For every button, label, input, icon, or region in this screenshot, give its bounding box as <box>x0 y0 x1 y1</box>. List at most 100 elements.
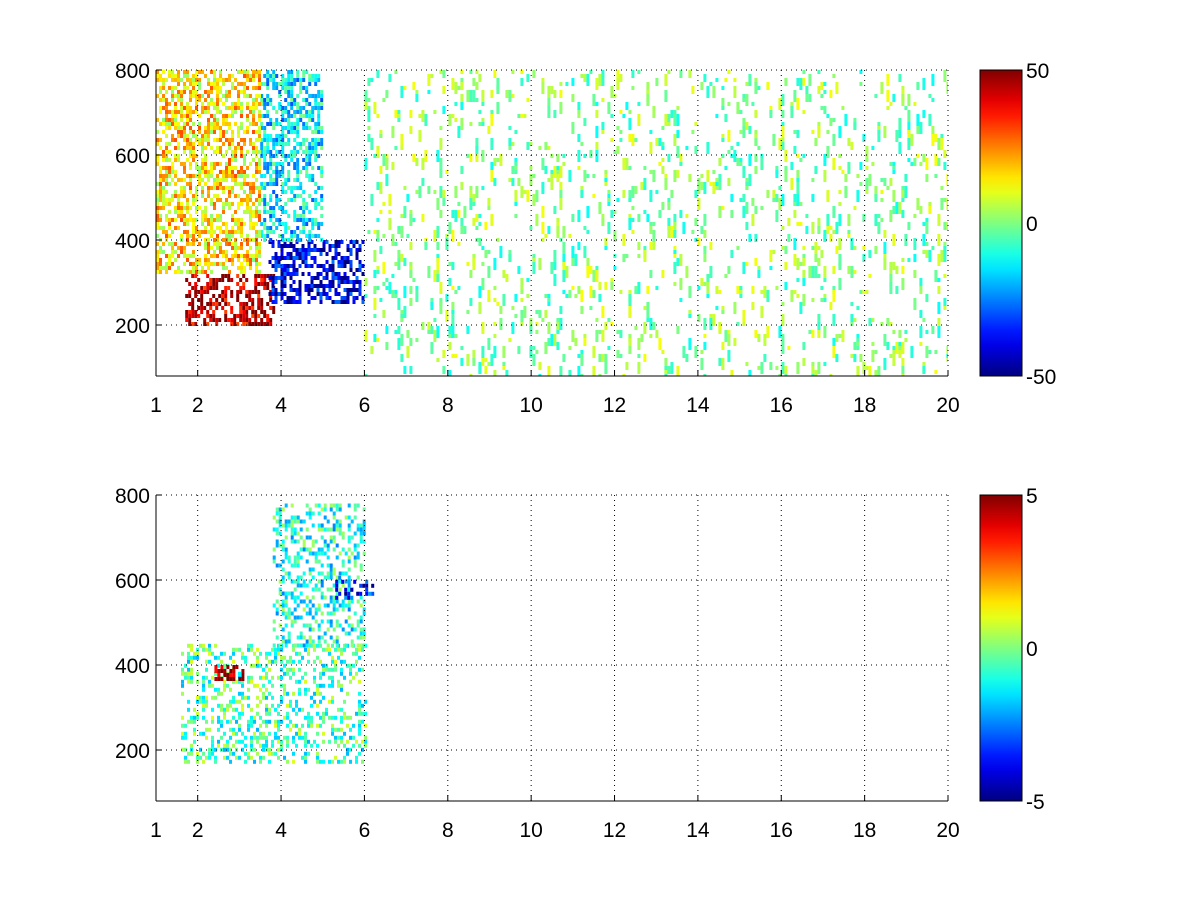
heatmap-cell <box>335 635 339 640</box>
heatmap-cell <box>168 158 171 162</box>
heatmap-cell <box>874 194 878 198</box>
heatmap-cell <box>595 110 599 118</box>
heatmap-cell <box>352 743 355 748</box>
heatmap-cell <box>292 671 295 676</box>
heatmap-cell <box>239 314 243 318</box>
heatmap-cell <box>340 659 343 664</box>
heatmap-cell <box>317 226 321 230</box>
heatmap-cell <box>283 272 287 276</box>
heatmap-cell <box>247 727 250 732</box>
heatmap-cell <box>263 314 267 318</box>
heatmap-cell <box>292 244 296 248</box>
heatmap-cell <box>562 154 566 158</box>
heatmap-cell <box>210 90 213 94</box>
heatmap-cell <box>314 222 318 226</box>
heatmap-cell <box>274 252 278 256</box>
heatmap-cell <box>232 695 235 700</box>
heatmap-cell <box>290 230 294 234</box>
heatmap-cell <box>194 294 198 298</box>
heatmap-cell <box>246 130 249 134</box>
heatmap-cell <box>631 86 635 90</box>
heatmap-cell <box>328 296 332 300</box>
heatmap-cell <box>832 134 836 146</box>
heatmap-cell <box>240 242 243 246</box>
colorbar-tick-label: 0 <box>1026 213 1038 236</box>
heatmap-cell <box>168 258 171 262</box>
heatmap-cell <box>156 210 159 214</box>
heatmap-cell <box>670 110 674 118</box>
heatmap-cell <box>211 719 214 724</box>
heatmap-cell <box>180 270 183 274</box>
heatmap-cell <box>235 647 238 652</box>
heatmap-cell <box>931 74 935 86</box>
heatmap-cell <box>760 290 764 294</box>
heatmap-cell <box>268 707 271 712</box>
heatmap-cell <box>220 707 223 712</box>
heatmap-cell <box>260 322 264 326</box>
heatmap-cell <box>242 314 246 318</box>
heatmap-cell <box>287 170 291 174</box>
heatmap-cell <box>460 118 464 130</box>
heatmap-cell <box>349 268 353 272</box>
heatmap-cell <box>391 234 395 246</box>
heatmap-cell <box>192 250 195 254</box>
heatmap-cell <box>162 78 165 82</box>
heatmap-cell <box>219 78 222 82</box>
heatmap-cell <box>229 673 233 677</box>
heatmap-cell <box>216 178 219 182</box>
heatmap-cell <box>278 531 282 536</box>
heatmap-cell <box>466 154 470 158</box>
heatmap-cell <box>198 78 201 82</box>
heatmap-cell <box>223 747 226 752</box>
heatmap-cell <box>943 222 947 230</box>
heatmap-cell <box>682 222 686 234</box>
heatmap-cell <box>222 178 225 182</box>
heatmap-cell <box>213 106 216 110</box>
heatmap-cell <box>219 86 222 90</box>
heatmap-cell <box>181 735 184 740</box>
heatmap-cell <box>255 234 258 238</box>
heatmap-cell <box>171 90 174 94</box>
heatmap-cell <box>814 138 818 146</box>
heatmap-cell <box>646 302 650 310</box>
heatmap-cell <box>850 354 854 358</box>
heatmap-cell <box>189 270 192 274</box>
heatmap-cell <box>347 579 351 584</box>
heatmap-cell <box>544 142 548 150</box>
heatmap-cell <box>207 118 210 122</box>
heatmap-cell <box>526 74 530 82</box>
heatmap-cell <box>177 194 180 198</box>
heatmap-cell <box>679 254 683 266</box>
heatmap-cell <box>436 274 440 282</box>
heatmap-cell <box>165 198 168 202</box>
heatmap-cell <box>209 306 213 310</box>
heatmap-cell <box>212 282 216 286</box>
heatmap-cell <box>252 146 255 150</box>
heatmap-cell <box>370 194 374 206</box>
heatmap-cell <box>335 619 339 624</box>
heatmap-cell <box>271 739 274 744</box>
heatmap-cell <box>219 170 222 174</box>
heatmap-cell <box>331 256 335 260</box>
heatmap-cell <box>871 146 875 150</box>
heatmap-cell <box>224 318 228 322</box>
heatmap-cell <box>228 90 231 94</box>
heatmap-cell <box>213 78 216 82</box>
heatmap-cell <box>778 186 782 190</box>
heatmap-cell <box>220 735 223 740</box>
heatmap-cell <box>817 86 821 94</box>
heatmap-cell <box>332 599 336 604</box>
heatmap-cell <box>284 82 288 86</box>
heatmap-cell <box>320 146 324 150</box>
heatmap-cell <box>320 571 324 576</box>
heatmap-cell <box>355 240 359 244</box>
heatmap-cell <box>553 274 557 286</box>
heatmap-cell <box>195 154 198 158</box>
heatmap-cell <box>241 703 244 708</box>
heatmap-cell <box>349 663 352 668</box>
heatmap-cell <box>281 150 285 154</box>
heatmap-cell <box>190 719 193 724</box>
heatmap-cell <box>352 300 356 304</box>
heatmap-cell <box>296 162 300 166</box>
heatmap-cell <box>271 276 275 280</box>
